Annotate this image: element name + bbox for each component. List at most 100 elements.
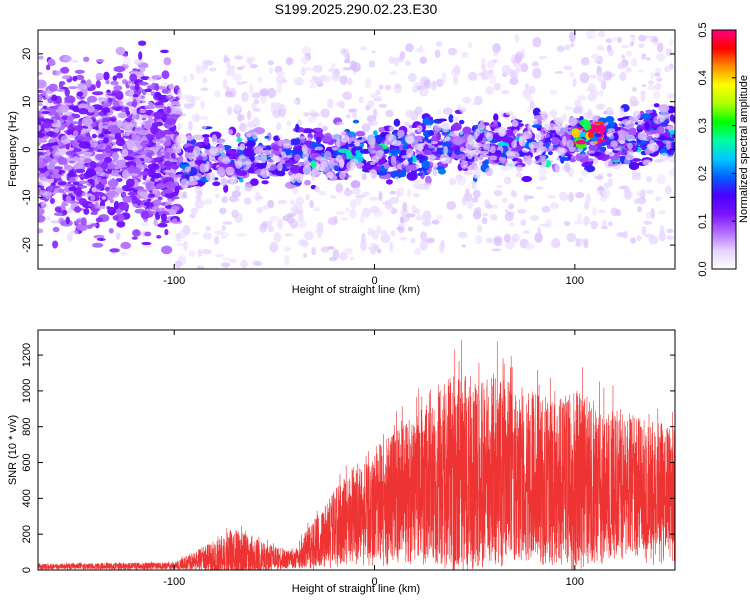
spectrogram-cell xyxy=(520,219,527,227)
spectrogram-cell xyxy=(138,51,143,60)
spectrogram-cell xyxy=(384,140,389,146)
spectrogram-cell xyxy=(254,261,263,266)
spectrogram-cell xyxy=(239,178,244,183)
spectrogram-cell xyxy=(78,198,88,206)
spectrogram-cell xyxy=(133,155,142,159)
spectrogram-cell xyxy=(406,213,416,218)
spectrogram-cell xyxy=(332,215,338,225)
spectrogram-cell xyxy=(493,237,503,247)
spectrogram-cell xyxy=(478,150,489,155)
spectrogram-cell xyxy=(339,170,346,180)
spectrogram-cell xyxy=(449,146,456,150)
spectrogram-cell xyxy=(569,31,576,43)
spectrogram-cell xyxy=(566,232,576,243)
spectrogram-cell xyxy=(335,183,344,193)
spectrogram-cell xyxy=(122,195,132,203)
spectrogram-cell xyxy=(219,232,230,237)
spectrogram-cell xyxy=(370,93,377,99)
spectrogram-cell xyxy=(532,37,542,48)
spectrogram-cell xyxy=(243,166,250,171)
snr-frame xyxy=(37,329,676,571)
spectrogram-cell xyxy=(116,220,126,228)
spectrogram-cell xyxy=(152,138,161,144)
spectrogram-cell xyxy=(646,176,653,183)
spectrogram-cell xyxy=(657,42,664,53)
spectrogram-cell xyxy=(437,118,447,122)
spectrogram-cell xyxy=(475,206,482,216)
spectrogram-cell xyxy=(645,189,654,194)
spectrogram-cell xyxy=(394,176,400,182)
spectrogram-cell xyxy=(583,201,590,210)
spectrogram-cell xyxy=(457,232,468,239)
spectrogram-cell xyxy=(138,81,149,86)
spectrogram-cell xyxy=(638,43,645,49)
spectrogram-cell xyxy=(240,260,248,269)
spectrogram-cell xyxy=(137,129,150,136)
spectrogram-cell xyxy=(351,62,361,72)
spectrogram-cell xyxy=(385,109,394,118)
spectrogram-cell xyxy=(349,208,357,219)
spectrogram-cell xyxy=(587,35,593,40)
spectrogram-cell xyxy=(425,175,432,185)
y-tick-label: 800 xyxy=(21,418,33,436)
spectrogram-cell xyxy=(538,167,547,178)
spectrogram-cell xyxy=(381,201,391,205)
spectrogram-cell xyxy=(474,156,480,163)
spectrogram-cell xyxy=(119,132,130,137)
spectrogram-cell xyxy=(580,153,587,157)
spectrogram-cell xyxy=(405,109,415,118)
spectrogram-cell xyxy=(101,102,112,108)
spectrogram-cell xyxy=(202,77,208,84)
spectrogram-cell xyxy=(195,142,203,147)
spectrogram-cell xyxy=(397,222,408,227)
spectrogram-cell xyxy=(563,65,573,71)
spectrogram-cell xyxy=(62,55,73,62)
spectrogram-cell xyxy=(452,136,464,145)
spectrogram-cell xyxy=(247,146,254,150)
spectrogram-cell xyxy=(73,125,83,132)
spectrogram-cell xyxy=(425,237,435,244)
spectrogram-cell xyxy=(593,121,605,125)
spectrogram-cell xyxy=(358,96,364,104)
spectrogram-cell xyxy=(38,214,46,223)
spectrogram-cell xyxy=(376,135,383,145)
spectrogram-cell xyxy=(144,88,153,93)
y-tick-label: -20 xyxy=(21,237,33,253)
spectrogram-cell xyxy=(93,191,105,197)
spectrogram-cell xyxy=(376,171,388,176)
spectrogram-cell xyxy=(577,95,587,101)
spectrogram-cell xyxy=(307,137,312,141)
spectrogram-cell xyxy=(147,85,152,90)
spectrogram-cell xyxy=(447,47,458,56)
spectrogram-cell xyxy=(666,228,674,234)
spectrogram-cell xyxy=(229,258,237,264)
spectrogram-cell xyxy=(66,129,72,136)
spectrogram-cell xyxy=(664,65,671,73)
spectrogram-cell xyxy=(99,172,109,177)
spectrogram-cell xyxy=(295,176,302,181)
spectrogram-cell xyxy=(157,196,163,201)
spectrogram-cell xyxy=(56,88,66,92)
spectrogram-cell xyxy=(590,220,598,230)
spectrogram-cell xyxy=(194,199,205,209)
spectrogram-cell xyxy=(499,127,506,137)
spectrogram-cell xyxy=(600,225,608,230)
spectrogram-cell xyxy=(406,171,418,181)
spectrogram-cell xyxy=(563,195,569,201)
spectrogram-cell xyxy=(659,225,665,234)
spectrogram-cell xyxy=(105,79,110,85)
spectrogram-cell xyxy=(320,108,330,118)
spectrogram-cell xyxy=(564,106,573,111)
spectrogram-cell xyxy=(422,210,432,222)
spectrogram-cell xyxy=(50,220,60,224)
spectrogram-cell xyxy=(509,222,515,227)
spectrogram-cell xyxy=(578,177,584,183)
spectrogram-cell xyxy=(157,222,168,228)
x-tick-label: -100 xyxy=(163,275,185,287)
spectrogram-cell xyxy=(247,110,252,121)
spectrogram-cell xyxy=(654,72,661,77)
spectrogram-cell xyxy=(361,136,368,142)
spectrogram-cell xyxy=(534,155,541,160)
spectrogram-cell xyxy=(120,241,132,250)
spectrogram-cell xyxy=(391,207,397,215)
